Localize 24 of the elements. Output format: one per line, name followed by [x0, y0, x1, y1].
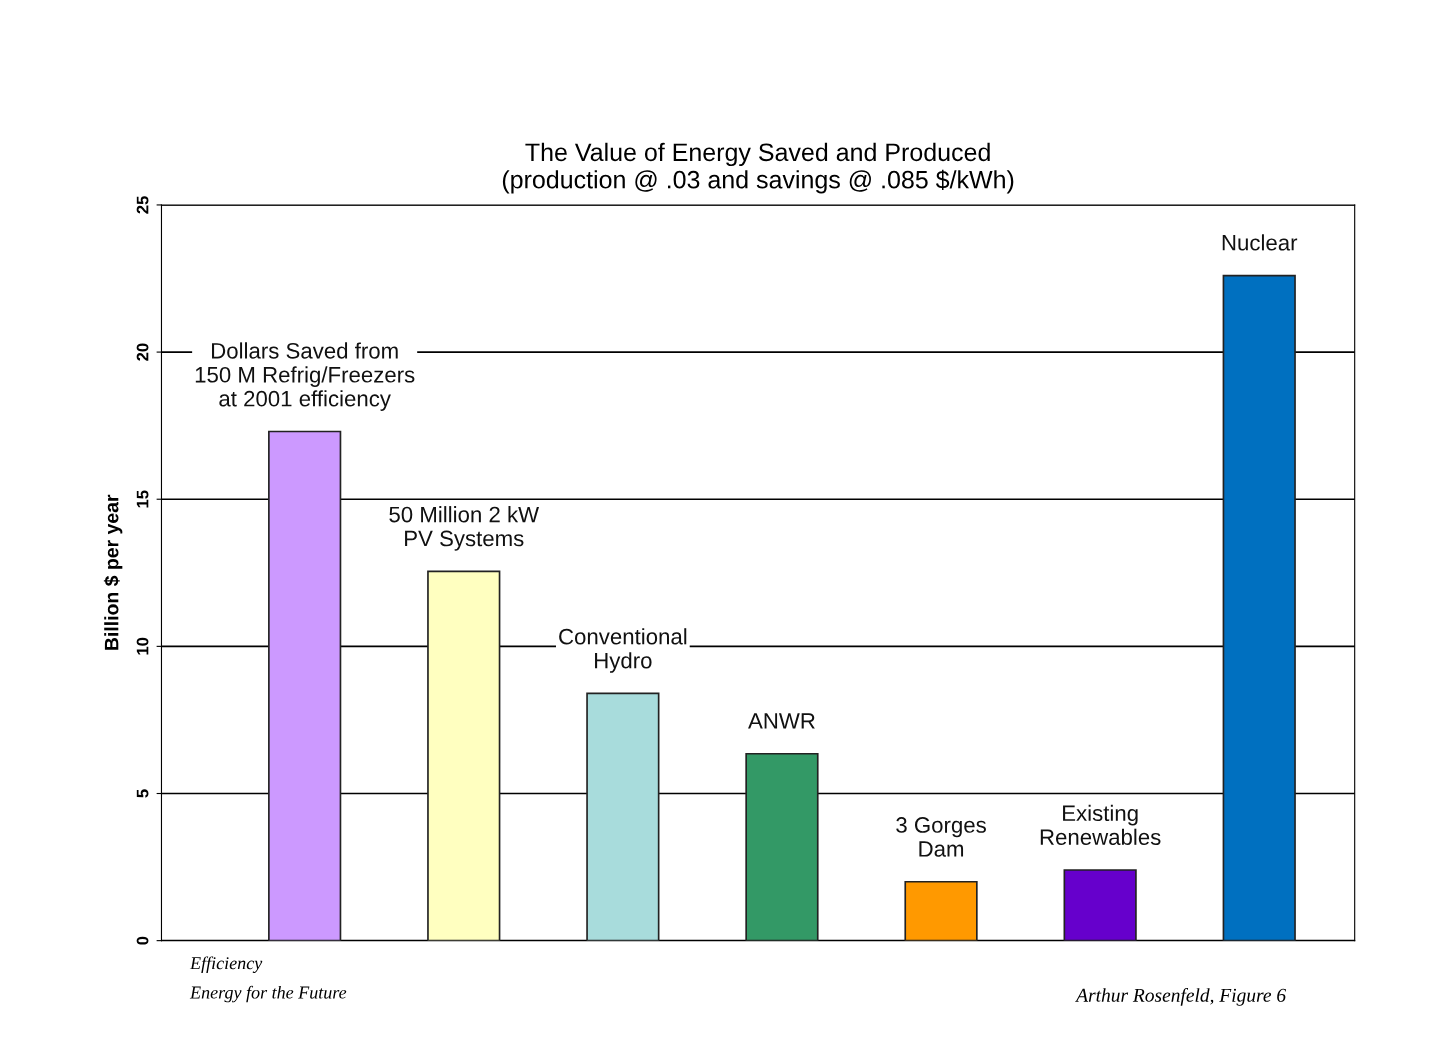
- y-tick-label: 15: [136, 490, 149, 508]
- y-tick-label: 10: [136, 637, 149, 655]
- y-tick-label: 5: [136, 789, 149, 798]
- bar: [268, 430, 342, 941]
- bar: [427, 570, 501, 941]
- text: Arthur Rosenfeld, Figure 6: [1075, 987, 1286, 1006]
- text: Efficiency Energy for the Future: [189, 956, 347, 1003]
- x-tick-label: 50 Million 2 kW PV Systems: [389, 506, 540, 551]
- y-tick-label: 25: [136, 196, 149, 214]
- x-tick-label: Dollars Saved from 150 M Refrig/Freezers at 2001 efficiency: [195, 342, 415, 411]
- x-tick-label: ANWR: [748, 713, 815, 729]
- y-axis-title: Billion $ per year: [103, 494, 123, 650]
- y-tick-label: 0: [136, 936, 149, 945]
- x-tick-label: Conventional Hydro: [559, 628, 687, 673]
- x-tick-label: 3 Gorges Dam: [896, 817, 986, 857]
- y-tick-label: 20: [136, 343, 149, 361]
- bar: [1063, 869, 1137, 941]
- x-tick-label: Nuclear: [1222, 234, 1298, 251]
- bar: [586, 692, 660, 941]
- bar: [745, 752, 819, 941]
- chart-title: The Value of Energy Saved and Produced (production @ .03 and savings @ .085 $/kWh): [502, 142, 1014, 194]
- bar: [1222, 274, 1296, 941]
- bar: [904, 880, 978, 941]
- x-tick-label: Existing Renewables: [1040, 804, 1161, 846]
